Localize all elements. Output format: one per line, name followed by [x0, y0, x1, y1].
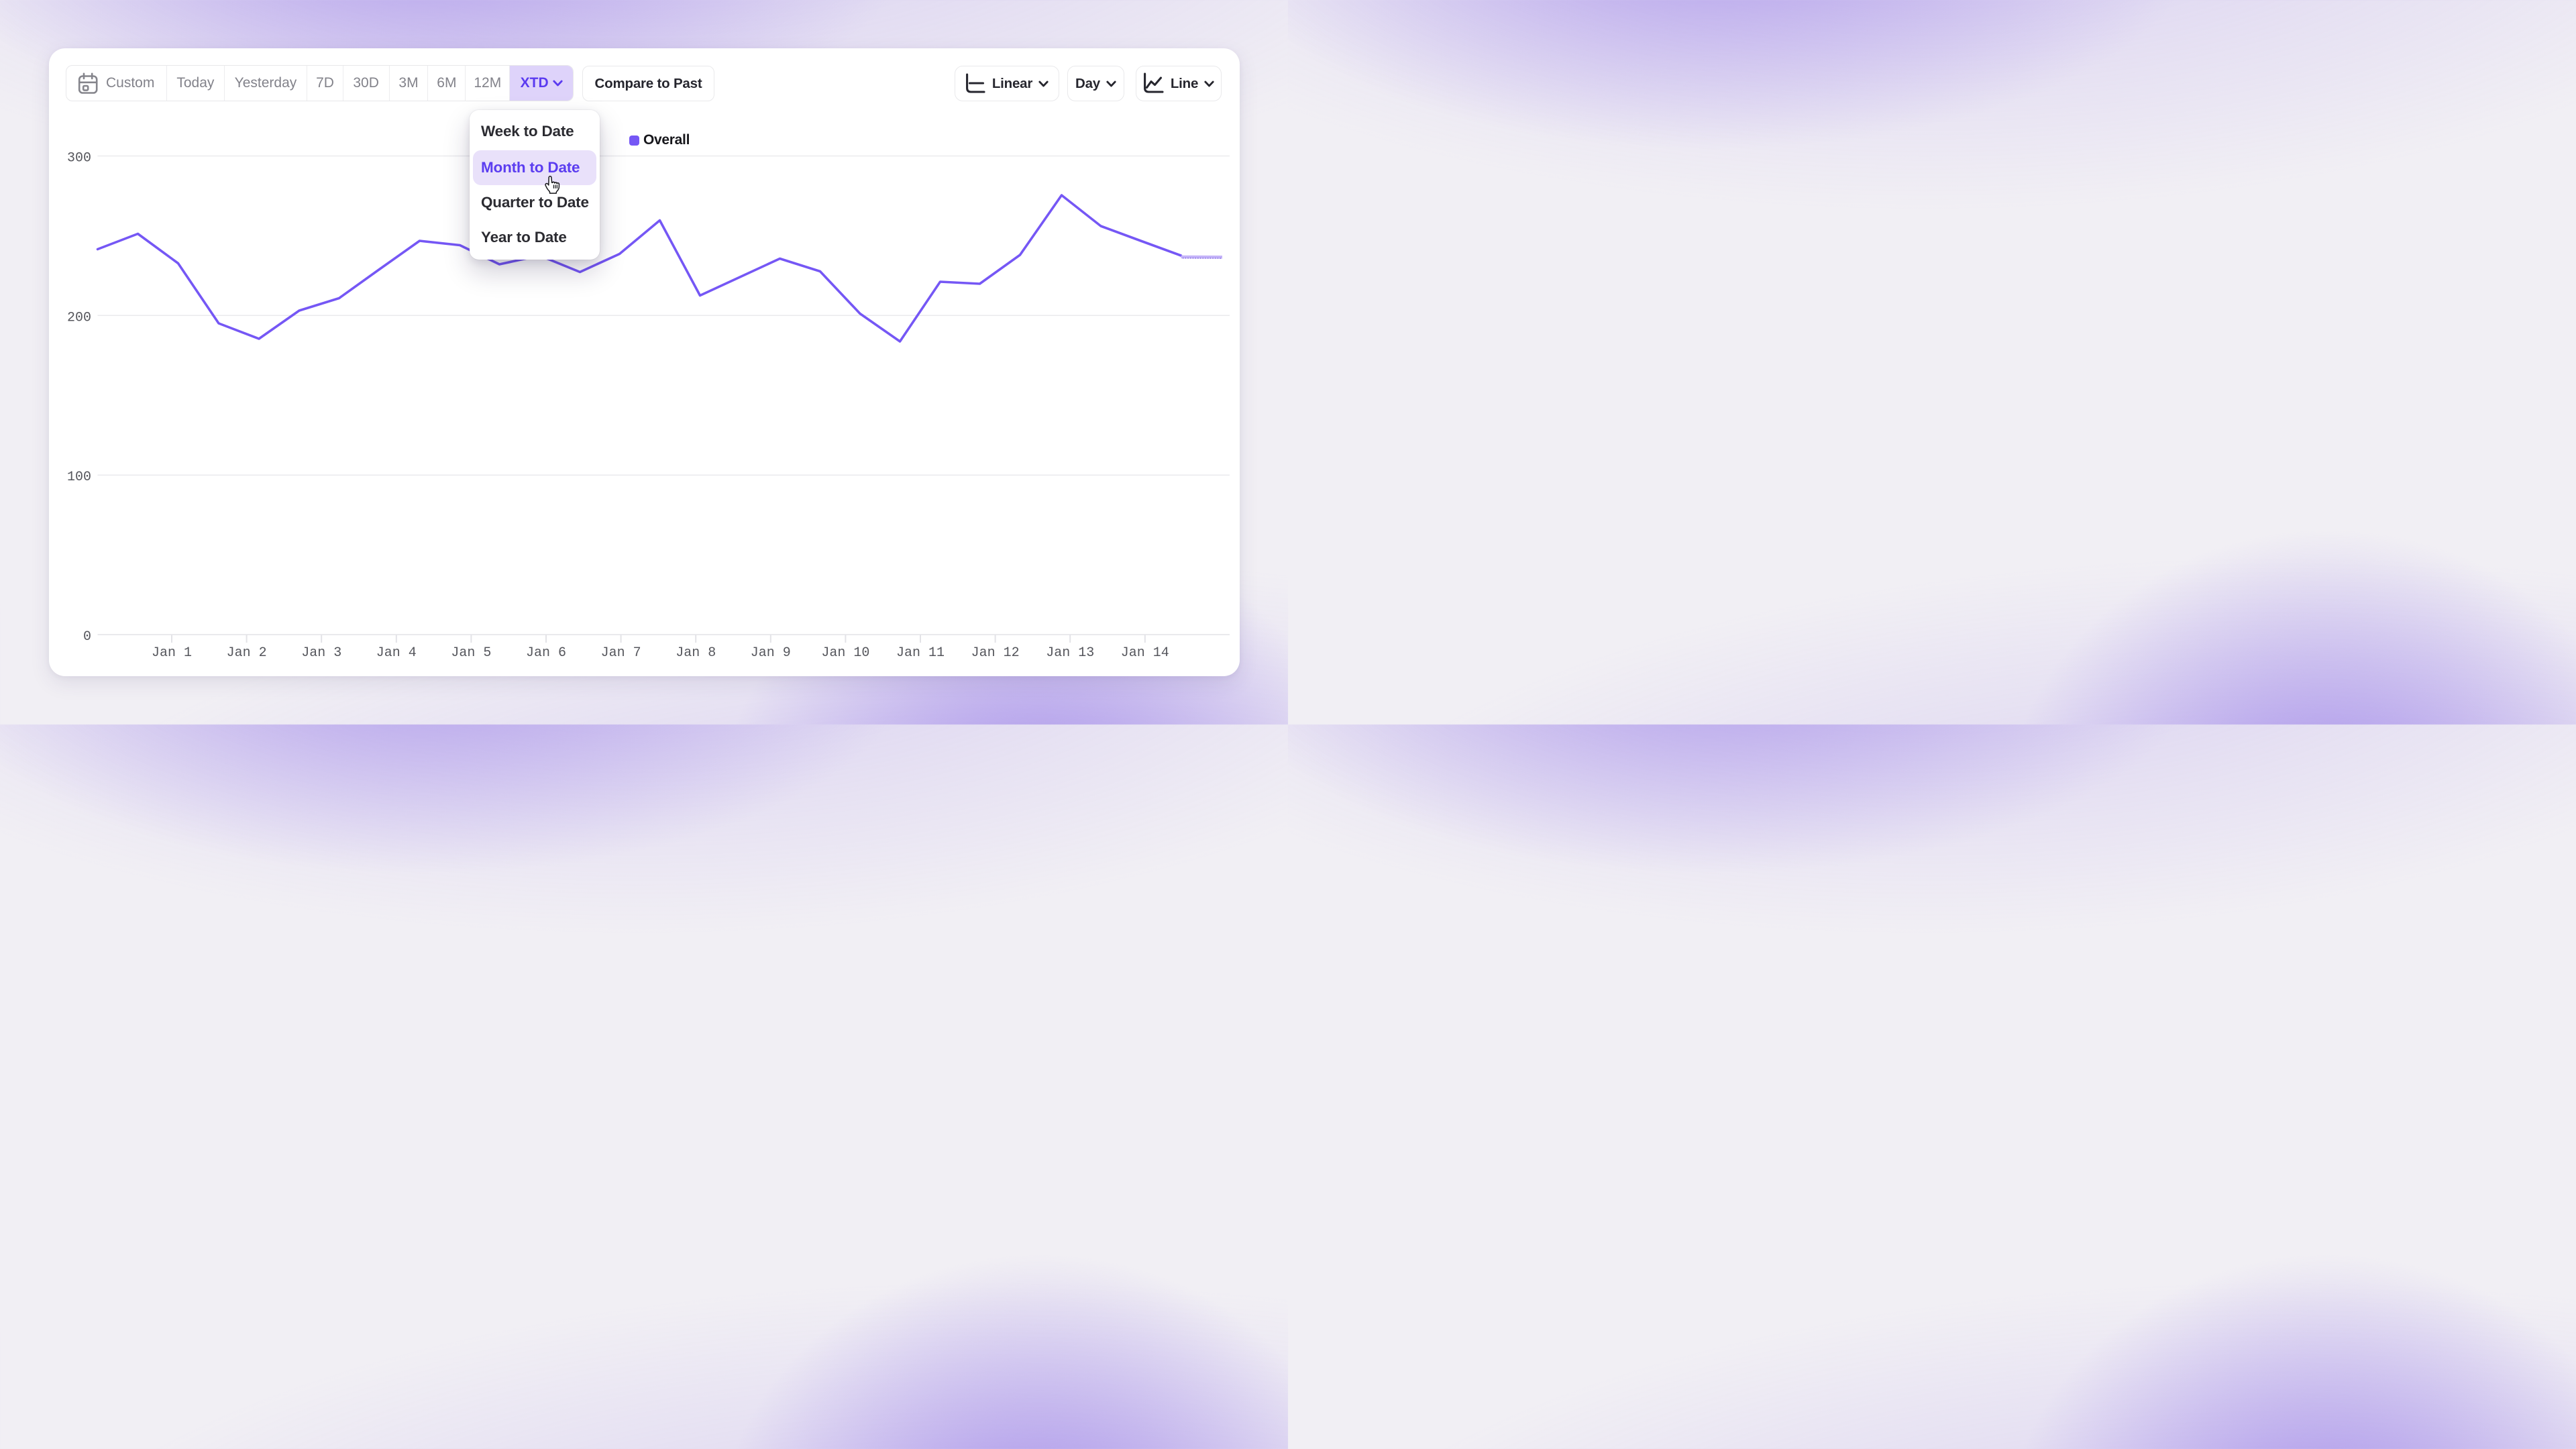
svg-text:0: 0 — [83, 629, 91, 645]
svg-text:Jan 1: Jan 1 — [152, 645, 192, 661]
svg-text:300: 300 — [67, 151, 91, 166]
svg-text:Jan 14: Jan 14 — [1121, 645, 1169, 661]
svg-text:200: 200 — [67, 310, 91, 325]
svg-text:100: 100 — [67, 470, 91, 485]
svg-text:Jan 3: Jan 3 — [301, 645, 341, 661]
svg-text:Jan 2: Jan 2 — [227, 645, 267, 661]
svg-text:Jan 8: Jan 8 — [676, 645, 716, 661]
svg-text:Jan 7: Jan 7 — [601, 645, 641, 661]
svg-text:Jan 4: Jan 4 — [376, 645, 417, 661]
svg-text:Jan 10: Jan 10 — [821, 645, 869, 661]
svg-text:Jan 11: Jan 11 — [896, 645, 945, 661]
svg-text:Jan 5: Jan 5 — [451, 645, 491, 661]
svg-text:Jan 9: Jan 9 — [751, 645, 791, 661]
svg-text:Jan 13: Jan 13 — [1046, 645, 1094, 661]
svg-text:Jan 6: Jan 6 — [526, 645, 566, 661]
svg-text:Jan 12: Jan 12 — [971, 645, 1020, 661]
